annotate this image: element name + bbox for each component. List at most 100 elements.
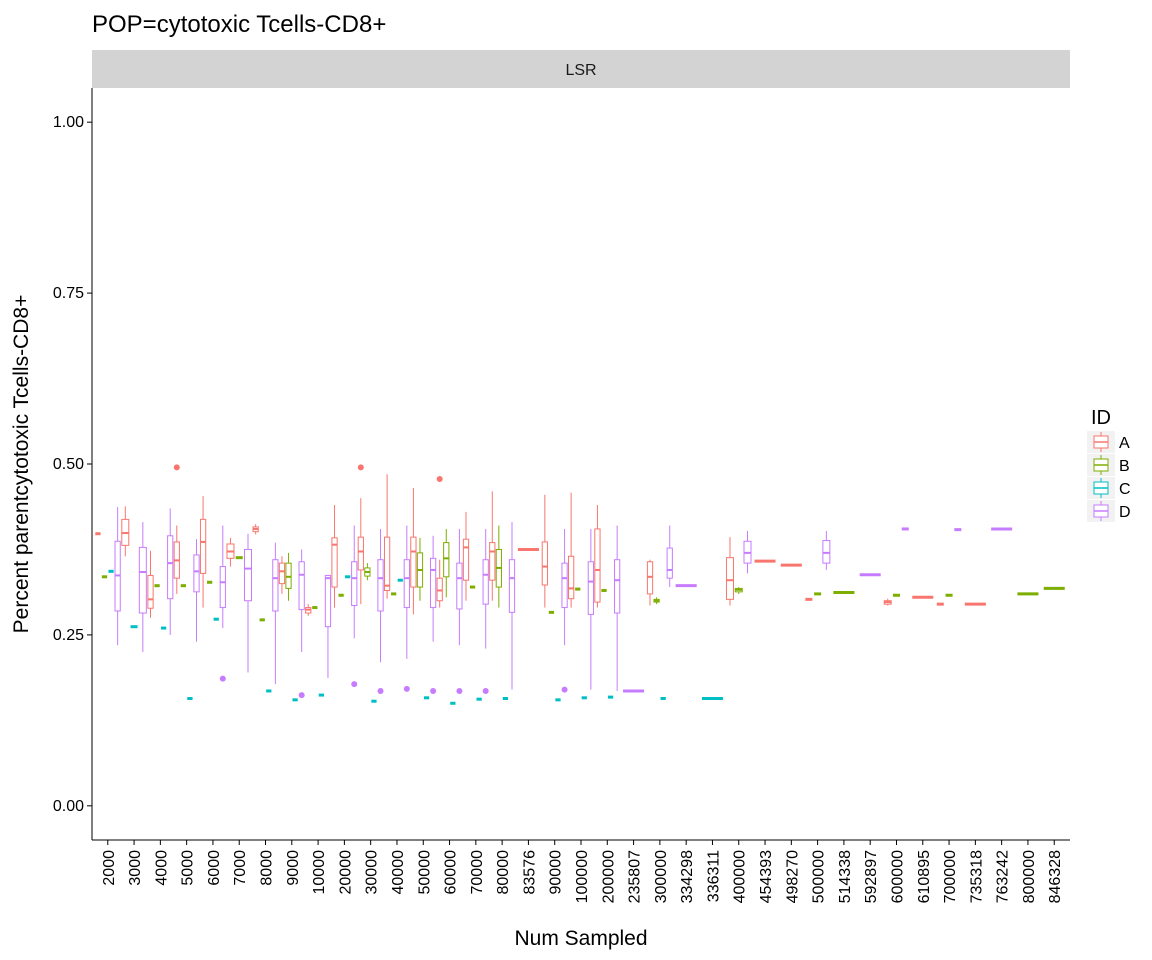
- box-outlier: [173, 464, 180, 471]
- x-tick-label: 600000: [889, 850, 906, 903]
- box-d: [167, 508, 174, 635]
- box-a: [305, 604, 312, 616]
- box-d: [666, 525, 673, 588]
- box-a: [252, 524, 259, 535]
- x-tick-label: 7000: [232, 850, 249, 886]
- box-body: [456, 562, 463, 610]
- box-d: [243, 533, 252, 673]
- box-a: [173, 464, 180, 594]
- legend-label: A: [1119, 435, 1130, 452]
- x-axis-title: Num Sampled: [514, 927, 647, 950]
- x-tick-label: 235807: [627, 850, 644, 903]
- x-tick-label: 334298: [679, 850, 696, 903]
- x-tick-label: 9000: [285, 850, 302, 886]
- box-body: [541, 541, 548, 586]
- box-d: [193, 539, 200, 642]
- y-tick-label: 0.75: [53, 285, 84, 302]
- box-d: [561, 528, 568, 693]
- x-tick-label: 90000: [548, 850, 565, 895]
- box-a: [568, 492, 575, 608]
- box-a: [541, 494, 548, 608]
- box-body: [331, 537, 338, 588]
- box-a: [383, 474, 391, 599]
- box-outlier: [357, 464, 364, 471]
- box-d: [456, 528, 463, 694]
- y-axis-title: Percent parentcytotoxic Tcells-CD8+: [10, 295, 33, 634]
- box-b: [734, 587, 743, 594]
- box-d: [508, 522, 516, 690]
- box-outlier: [351, 681, 358, 688]
- x-tick-label: 2000: [101, 850, 118, 886]
- x-tick-label: 498270: [784, 850, 801, 903]
- box-body: [138, 546, 147, 614]
- box-a: [121, 506, 130, 557]
- x-tick-label: 514338: [837, 850, 854, 903]
- box-outlier: [403, 685, 410, 692]
- box-b: [653, 597, 660, 605]
- box-a: [883, 598, 892, 606]
- y-tick-label: 0.00: [53, 798, 84, 815]
- box-body: [377, 559, 384, 612]
- box-b: [285, 552, 292, 601]
- x-axis-ticks: 2000 3000 4000 5000 6000 7000 8000 9000 10000 200…: [101, 840, 1064, 903]
- x-tick-label: 592897: [863, 850, 880, 903]
- box-body: [587, 561, 594, 615]
- box-body: [243, 548, 252, 602]
- y-axis-ticks: 0.00 0.25 0.50 0.75 1.00: [53, 114, 92, 815]
- box-a: [226, 537, 235, 567]
- box-body: [508, 559, 516, 613]
- box-body: [147, 574, 154, 609]
- x-tick-label: 200000: [600, 850, 617, 903]
- facet-strip-label: LSR: [565, 62, 596, 79]
- box-body: [278, 562, 286, 585]
- x-tick-label: 735318: [968, 850, 985, 903]
- box-a: [725, 537, 734, 606]
- x-tick-label: 50000: [416, 850, 433, 895]
- box-body: [383, 536, 391, 591]
- box-body: [594, 528, 601, 603]
- legend-title: ID: [1091, 407, 1111, 429]
- box-body: [436, 577, 443, 602]
- box-d: [114, 507, 121, 646]
- box-body: [568, 555, 575, 600]
- box-d: [614, 525, 621, 691]
- box-body: [324, 574, 332, 628]
- box-body: [462, 538, 470, 581]
- x-tick-label: 500000: [811, 850, 828, 903]
- box-d: [219, 525, 226, 682]
- box-body: [219, 566, 226, 609]
- x-tick-label: 300000: [653, 850, 670, 903]
- x-tick-label: 60000: [443, 850, 460, 895]
- box-b: [364, 563, 371, 581]
- x-tick-label: 3000: [127, 850, 144, 886]
- legend-entry-d: D: [1087, 500, 1131, 522]
- box-a: [436, 476, 443, 608]
- box-b: [495, 525, 502, 608]
- chart-title: POP=cytotoxic Tcells-CD8+: [92, 11, 386, 38]
- box-d: [324, 574, 332, 678]
- box-outlier: [219, 675, 226, 682]
- box-d: [351, 525, 358, 688]
- legend-label: C: [1119, 481, 1131, 498]
- box-d: [272, 542, 279, 685]
- plot-area-boxes: [95, 464, 1065, 705]
- box-body: [351, 561, 358, 607]
- box-body: [298, 561, 305, 611]
- y-tick-label: 0.50: [53, 456, 84, 473]
- legend-label: B: [1119, 458, 1130, 475]
- box-body: [429, 557, 437, 609]
- x-tick-label: 846328: [1047, 850, 1064, 903]
- box-d: [482, 528, 489, 694]
- x-tick-label: 400000: [732, 850, 749, 903]
- x-tick-label: 20000: [337, 850, 354, 895]
- box-body: [822, 540, 831, 564]
- x-tick-label: 83576: [521, 850, 538, 895]
- facet-strip: [92, 50, 1070, 88]
- box-body: [410, 536, 417, 588]
- box-body: [357, 536, 364, 571]
- box-b: [443, 528, 450, 598]
- box-outlier: [436, 476, 443, 483]
- x-tick-label: 30000: [364, 850, 381, 895]
- y-tick-label: 1.00: [53, 114, 84, 131]
